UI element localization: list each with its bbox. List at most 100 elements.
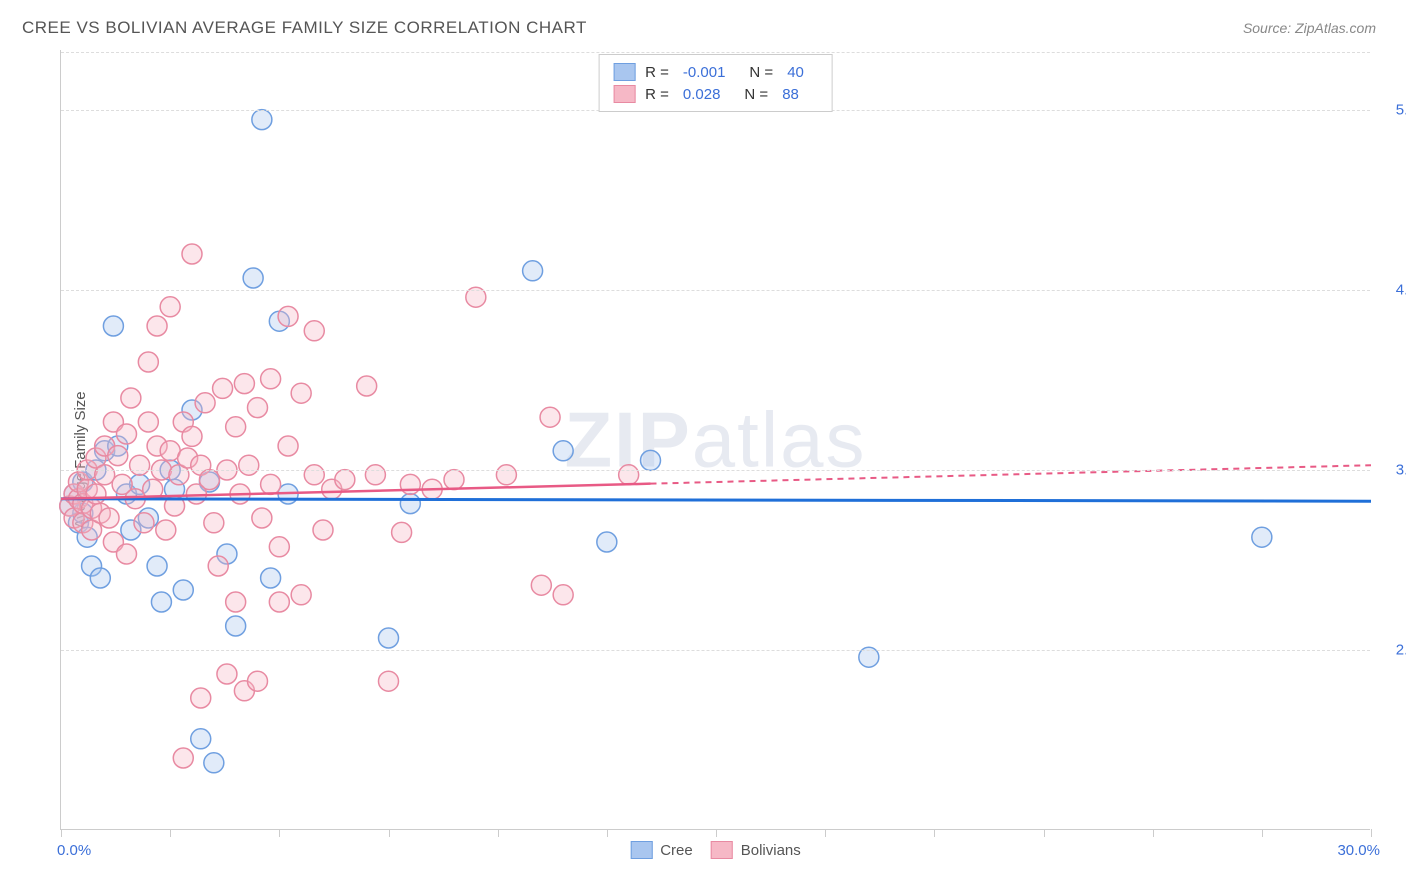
data-point xyxy=(304,465,324,485)
data-point xyxy=(226,592,246,612)
data-point xyxy=(99,508,119,528)
data-point xyxy=(147,556,167,576)
data-point xyxy=(597,532,617,552)
y-tick-label: 3.50 xyxy=(1396,462,1406,479)
x-tick xyxy=(1262,829,1263,837)
data-point xyxy=(1252,527,1272,547)
data-point xyxy=(234,374,254,394)
data-point xyxy=(173,580,193,600)
data-point xyxy=(278,436,298,456)
x-tick xyxy=(1044,829,1045,837)
data-point xyxy=(134,513,154,533)
trend-line-dashed xyxy=(651,465,1372,483)
data-point xyxy=(392,522,412,542)
data-point xyxy=(335,470,355,490)
data-point xyxy=(269,592,289,612)
data-point xyxy=(191,688,211,708)
x-tick xyxy=(1371,829,1372,837)
plot-svg xyxy=(61,50,1370,829)
data-point xyxy=(261,474,281,494)
x-tick xyxy=(607,829,608,837)
gridline xyxy=(61,52,1370,53)
data-point xyxy=(191,729,211,749)
data-point xyxy=(117,424,137,444)
data-point xyxy=(243,268,263,288)
data-point xyxy=(226,616,246,636)
legend-label-bolivians: Bolivians xyxy=(741,842,801,859)
data-point xyxy=(291,585,311,605)
r-value-bolivians: 0.028 xyxy=(683,86,721,103)
data-point xyxy=(540,407,560,427)
data-point xyxy=(641,450,661,470)
x-tick xyxy=(61,829,62,837)
data-point xyxy=(304,321,324,341)
y-tick-label: 2.75 xyxy=(1396,642,1406,659)
x-tick xyxy=(934,829,935,837)
data-point xyxy=(357,376,377,396)
data-point xyxy=(261,369,281,389)
gridline xyxy=(61,470,1370,471)
data-point xyxy=(86,484,106,504)
data-point xyxy=(619,465,639,485)
swatch-cree-icon xyxy=(630,841,652,859)
data-point xyxy=(496,465,516,485)
n-value-cree: 40 xyxy=(787,64,804,81)
x-tick xyxy=(1153,829,1154,837)
data-point xyxy=(182,426,202,446)
data-point xyxy=(130,455,150,475)
series-legend: Cree Bolivians xyxy=(630,841,801,859)
data-point xyxy=(278,306,298,326)
data-point xyxy=(261,568,281,588)
data-point xyxy=(248,398,268,418)
data-point xyxy=(553,441,573,461)
data-point xyxy=(217,664,237,684)
data-point xyxy=(444,470,464,490)
x-tick xyxy=(498,829,499,837)
x-tick xyxy=(170,829,171,837)
legend-item-cree: Cree xyxy=(630,841,693,859)
data-point xyxy=(103,316,123,336)
data-point xyxy=(239,455,259,475)
legend-row-bolivians: R = 0.028 N = 88 xyxy=(613,83,818,105)
data-point xyxy=(121,388,141,408)
data-point xyxy=(204,513,224,533)
data-point xyxy=(90,568,110,588)
y-tick-label: 5.00 xyxy=(1396,102,1406,119)
data-point xyxy=(160,297,180,317)
data-point xyxy=(108,446,128,466)
data-point xyxy=(523,261,543,281)
legend-label-cree: Cree xyxy=(660,842,693,859)
data-point xyxy=(147,316,167,336)
data-point xyxy=(252,508,272,528)
gridline xyxy=(61,650,1370,651)
swatch-cree xyxy=(613,63,635,81)
trend-line xyxy=(61,499,1371,501)
x-axis-min: 0.0% xyxy=(57,842,91,859)
data-point xyxy=(138,352,158,372)
data-point xyxy=(199,470,219,490)
data-point xyxy=(182,244,202,264)
data-point xyxy=(365,465,385,485)
legend-row-cree: R = -0.001 N = 40 xyxy=(613,61,818,83)
data-point xyxy=(252,110,272,130)
chart-title: CREE VS BOLIVIAN AVERAGE FAMILY SIZE COR… xyxy=(22,18,587,38)
data-point xyxy=(213,378,233,398)
data-point xyxy=(138,412,158,432)
data-point xyxy=(379,628,399,648)
data-point xyxy=(400,494,420,514)
plot-region: ZIPatlas R = -0.001 N = 40 R = 0.028 N =… xyxy=(60,50,1370,830)
swatch-bolivians-icon xyxy=(711,841,733,859)
x-axis-max: 30.0% xyxy=(1337,842,1380,859)
correlation-legend: R = -0.001 N = 40 R = 0.028 N = 88 xyxy=(598,54,833,112)
data-point xyxy=(117,544,137,564)
data-point xyxy=(95,465,115,485)
data-point xyxy=(204,753,224,773)
r-value-cree: -0.001 xyxy=(683,64,726,81)
swatch-bolivians xyxy=(613,85,635,103)
data-point xyxy=(531,575,551,595)
data-point xyxy=(195,393,215,413)
x-tick xyxy=(825,829,826,837)
data-point xyxy=(553,585,573,605)
source-label: Source: ZipAtlas.com xyxy=(1243,20,1376,36)
data-point xyxy=(313,520,333,540)
